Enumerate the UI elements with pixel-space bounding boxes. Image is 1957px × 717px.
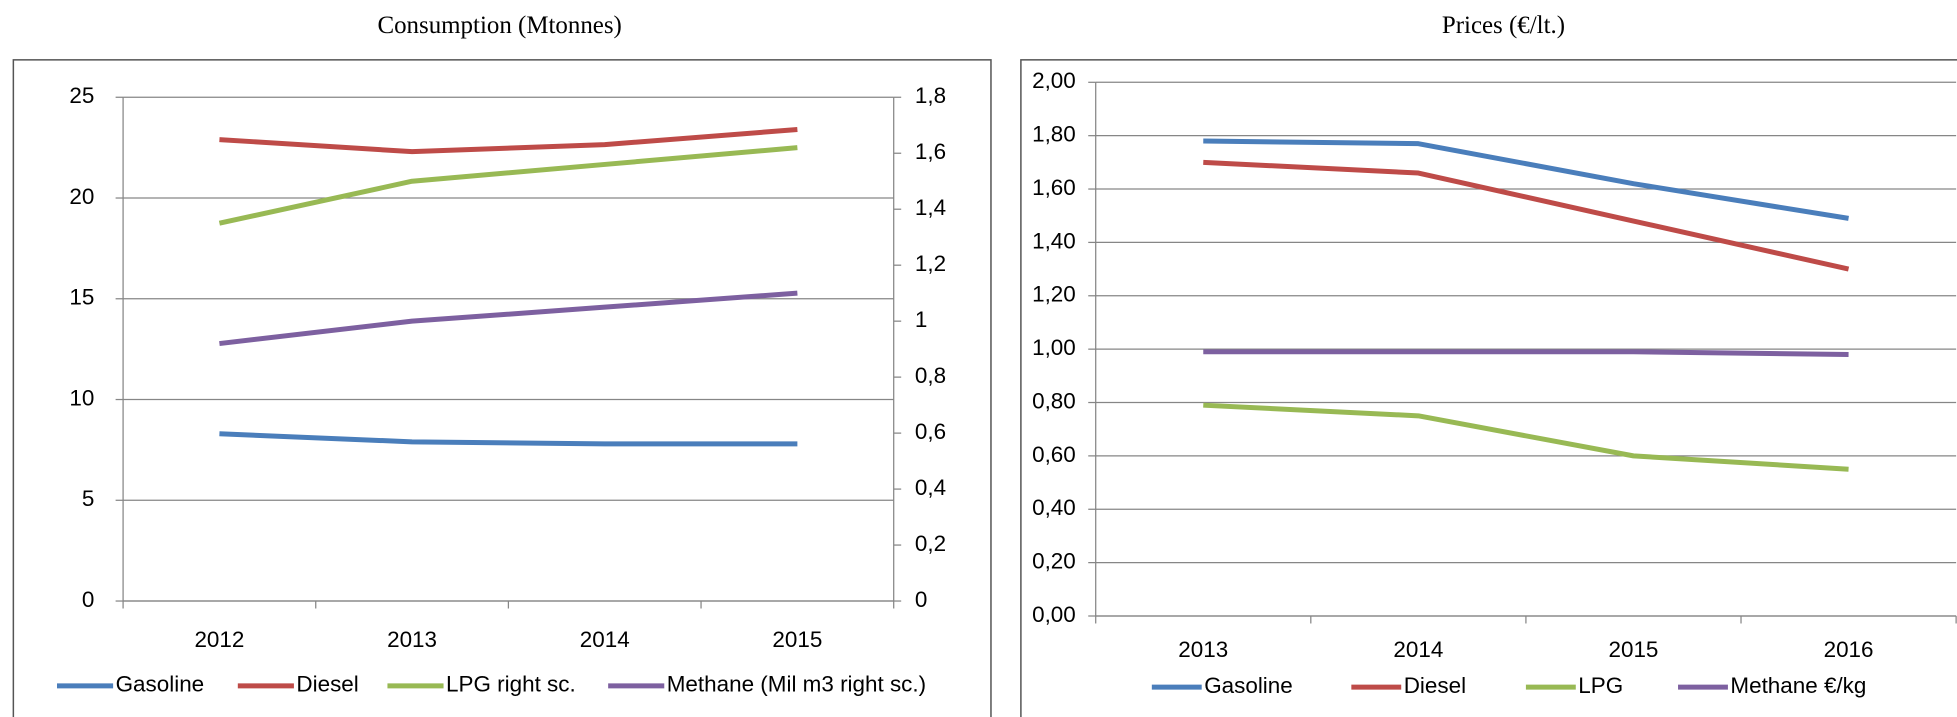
y-tick-label: 1,20 xyxy=(1032,282,1076,307)
x-tick-label: 2012 xyxy=(194,627,244,652)
chart-frame xyxy=(1020,59,1957,717)
y-tick-label: 25 xyxy=(69,83,94,108)
y-tick-label: 0,40 xyxy=(1032,495,1076,520)
x-tick-label: 2016 xyxy=(1824,637,1874,662)
y2-tick-label: 0 xyxy=(915,587,927,612)
series-line xyxy=(1203,138,1849,221)
legend-label: LPG xyxy=(1578,673,1623,698)
y2-tick-label: 0,8 xyxy=(915,363,946,388)
y2-tick-label: 1,6 xyxy=(915,139,946,164)
y-tick-label: 1,60 xyxy=(1032,175,1076,200)
x-tick-label: 2015 xyxy=(772,627,822,652)
series-line xyxy=(219,127,798,155)
y-tick-label: 0,80 xyxy=(1032,388,1076,413)
y-tick-label: 1,00 xyxy=(1032,335,1076,360)
y-tick-label: 0,00 xyxy=(1032,602,1076,627)
y2-tick-label: 1 xyxy=(915,307,927,332)
chart-frame xyxy=(12,59,992,717)
x-tick-label: 2013 xyxy=(1178,637,1228,662)
legend-label: Diesel xyxy=(296,672,358,697)
y-tick-label: 0,60 xyxy=(1032,442,1076,467)
legend-label: Diesel xyxy=(1404,673,1466,698)
x-tick-label: 2015 xyxy=(1609,637,1659,662)
x-tick-label: 2014 xyxy=(1393,637,1443,662)
y2-tick-label: 0,4 xyxy=(915,475,946,500)
y-tick-label: 5 xyxy=(82,486,94,511)
series-line xyxy=(219,431,798,447)
series-line xyxy=(218,145,798,226)
y2-tick-label: 1,4 xyxy=(915,195,946,220)
y2-tick-label: 0,6 xyxy=(915,419,946,444)
legend-label: LPG right sc. xyxy=(446,672,576,697)
y-tick-label: 2,00 xyxy=(1032,68,1076,93)
series-line xyxy=(1203,349,1849,357)
y-tick-label: 0,20 xyxy=(1032,549,1076,574)
legend-label: Gasoline xyxy=(116,672,205,697)
y2-tick-label: 0,2 xyxy=(915,531,946,556)
x-tick-label: 2014 xyxy=(580,627,630,652)
series-line xyxy=(1203,402,1849,472)
legend-label: Methane €/kg xyxy=(1730,673,1866,698)
legend-label: Methane (Mil m3 right sc.) xyxy=(667,672,926,697)
x-tick-label: 2013 xyxy=(387,627,437,652)
series-line xyxy=(1203,159,1850,272)
y2-tick-label: 1,2 xyxy=(915,251,946,276)
y-tick-label: 15 xyxy=(69,285,94,310)
y-tick-label: 1,40 xyxy=(1032,228,1076,253)
chart-title: Prices (€/lt.) xyxy=(1442,12,1565,39)
y2-tick-label: 1,8 xyxy=(915,83,946,108)
series-line xyxy=(219,290,798,347)
y-tick-label: 1,80 xyxy=(1032,122,1076,147)
y-tick-label: 20 xyxy=(69,184,94,209)
y-tick-label: 0 xyxy=(82,587,94,612)
legend-label: Gasoline xyxy=(1204,673,1293,698)
chart-title: Consumption (Mtonnes) xyxy=(377,12,621,39)
y-tick-label: 10 xyxy=(69,385,94,410)
